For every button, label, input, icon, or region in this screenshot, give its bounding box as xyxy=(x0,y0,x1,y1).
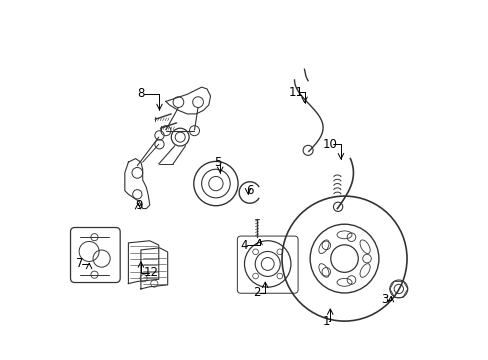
Text: 11: 11 xyxy=(288,86,303,99)
Text: 9: 9 xyxy=(135,199,142,212)
Text: 5: 5 xyxy=(214,156,221,169)
Text: 12: 12 xyxy=(144,266,159,279)
Text: 2: 2 xyxy=(253,286,260,299)
Text: 10: 10 xyxy=(322,138,337,151)
Text: 6: 6 xyxy=(246,184,253,197)
Text: 4: 4 xyxy=(240,239,248,252)
Text: 7: 7 xyxy=(76,257,83,270)
Text: 3: 3 xyxy=(380,293,387,306)
Text: 8: 8 xyxy=(137,87,144,100)
Text: 1: 1 xyxy=(322,315,330,328)
